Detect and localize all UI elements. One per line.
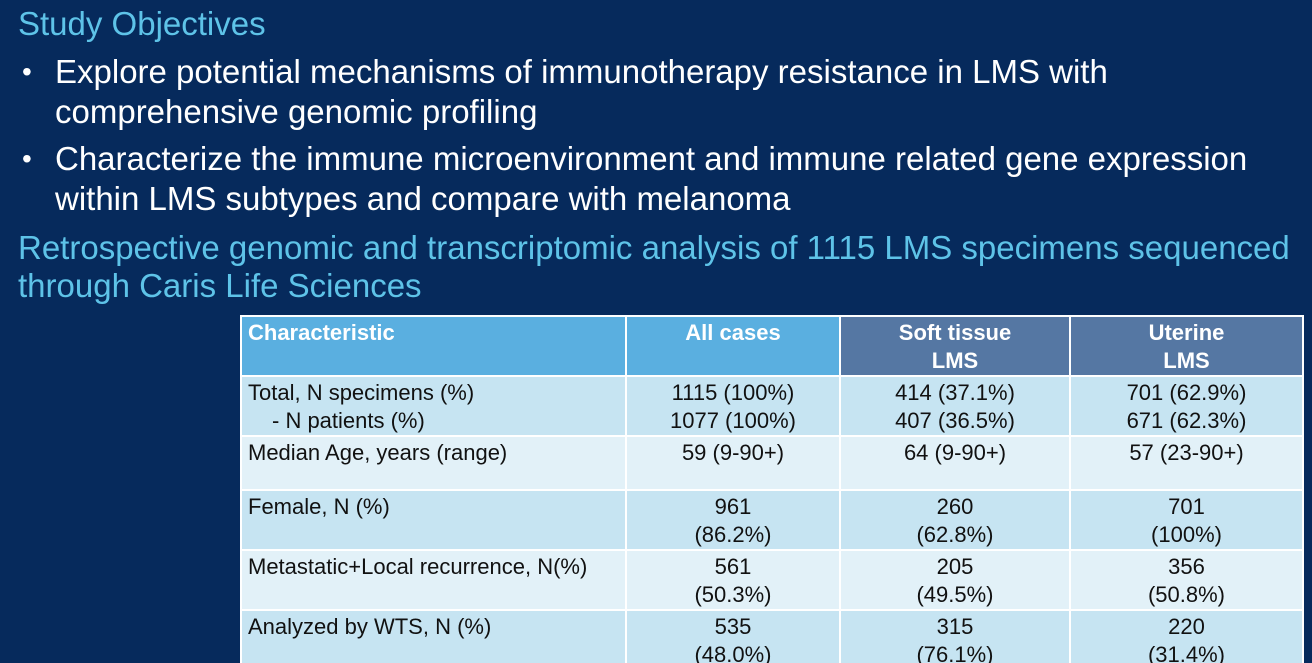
column-header-uterine: Uterine LMS — [1069, 315, 1304, 377]
cell-text: 315 — [936, 614, 974, 639]
row-label-text: Metastatic+Local recurrence, N(%) — [248, 554, 588, 579]
cell-soft-tissue: 260 (62.8%) — [839, 489, 1071, 551]
cell-text: 57 (23-90+) — [1129, 440, 1244, 465]
objective-text: Explore potential mechanisms of immunoth… — [55, 53, 1108, 90]
objective-text: Characterize the immune microenvironment… — [55, 140, 1248, 177]
table-row: Metastatic+Local recurrence, N(%) 561 (5… — [240, 549, 1304, 611]
cell-text: 59 (9-90+) — [681, 440, 785, 465]
cell-uterine: 701 (62.9%) 671 (62.3%) — [1069, 375, 1304, 437]
header-text: Characteristic — [248, 320, 395, 345]
bullet-icon: • — [22, 56, 32, 87]
cell-uterine: 57 (23-90+) — [1069, 435, 1304, 491]
cell-text: 671 (62.3%) — [1126, 408, 1247, 433]
cell-text: 205 — [936, 554, 974, 579]
column-header-characteristic: Characteristic — [240, 315, 627, 377]
bullet-icon: • — [22, 143, 32, 174]
row-label-text: Median Age, years (range) — [248, 440, 508, 465]
column-header-soft-tissue: Soft tissue LMS — [839, 315, 1071, 377]
cell-uterine: 356 (50.8%) — [1069, 549, 1304, 611]
study-objectives-heading: Study Objectives — [18, 5, 266, 42]
header-text: Uterine — [1148, 320, 1225, 345]
cell-text: (86.2%) — [694, 522, 772, 547]
objective-item: • Explore potential mechanisms of immuno… — [18, 52, 1312, 132]
row-label: Total, N specimens (%) - N patients (%) — [240, 375, 627, 437]
header-text: LMS — [931, 348, 979, 373]
cell-text: 64 (9-90+) — [903, 440, 1007, 465]
cell-text: 701 — [1168, 494, 1205, 519]
table-row: Female, N (%) 961 (86.2%) 260 (62.8%) 70… — [240, 489, 1304, 551]
cell-text: 961 — [714, 494, 752, 519]
row-label: Analyzed by WTS, N (%) — [240, 609, 627, 663]
objectives-list: • Explore potential mechanisms of immuno… — [18, 52, 1312, 226]
row-label-text: Total, N specimens (%) — [248, 380, 475, 405]
row-label: Metastatic+Local recurrence, N(%) — [240, 549, 627, 611]
cell-text: 1077 (100%) — [670, 408, 796, 433]
cell-text: (76.1%) — [916, 642, 994, 663]
cell-text: 535 — [714, 614, 752, 639]
row-label-text: - N patients (%) — [272, 408, 425, 433]
objective-text: comprehensive genomic profiling — [55, 93, 538, 130]
cell-text: (31.4%) — [1147, 642, 1226, 663]
row-label-text: Analyzed by WTS, N (%) — [248, 614, 492, 639]
cell-all-cases: 59 (9-90+) — [625, 435, 841, 491]
table-row: Analyzed by WTS, N (%) 535 (48.0%) 315 (… — [240, 609, 1304, 663]
cell-soft-tissue: 205 (49.5%) — [839, 549, 1071, 611]
analysis-heading: Retrospective genomic and transcriptomic… — [18, 229, 1290, 305]
objective-text: within LMS subtypes and compare with mel… — [55, 180, 791, 217]
analysis-heading-line: through Caris Life Sciences — [18, 267, 422, 304]
cell-text: (100%) — [1151, 522, 1222, 547]
analysis-heading-line: Retrospective genomic and transcriptomic… — [18, 229, 1290, 266]
cell-uterine: 220 (31.4%) — [1069, 609, 1304, 663]
cell-text: (50.3%) — [694, 582, 772, 607]
table-row: Median Age, years (range) 59 (9-90+) 64 … — [240, 435, 1304, 491]
cell-text: (49.5%) — [916, 582, 994, 607]
cell-text: (50.8%) — [1147, 582, 1226, 607]
cell-all-cases: 535 (48.0%) — [625, 609, 841, 663]
header-text: Soft tissue — [898, 320, 1012, 345]
cell-text: 356 — [1168, 554, 1205, 579]
row-label: Median Age, years (range) — [240, 435, 627, 491]
row-label: Female, N (%) — [240, 489, 627, 551]
cell-all-cases: 961 (86.2%) — [625, 489, 841, 551]
cell-all-cases: 561 (50.3%) — [625, 549, 841, 611]
cell-text: 561 — [714, 554, 752, 579]
column-header-all-cases: All cases — [625, 315, 841, 377]
header-text: All cases — [685, 320, 781, 345]
cell-text: 220 — [1168, 614, 1205, 639]
cell-text: (48.0%) — [694, 642, 772, 663]
cell-text: 701 (62.9%) — [1126, 380, 1247, 405]
cell-text: (62.8%) — [916, 522, 994, 547]
table-header-row: Characteristic All cases Soft tissue LMS… — [240, 315, 1304, 377]
header-text: LMS — [1163, 348, 1210, 373]
characteristics-table: Characteristic All cases Soft tissue LMS… — [240, 315, 1304, 663]
cell-text: 414 (37.1%) — [895, 380, 1015, 405]
cell-all-cases: 1115 (100%) 1077 (100%) — [625, 375, 841, 437]
objective-item: • Characterize the immune microenvironme… — [18, 139, 1312, 219]
cell-soft-tissue: 414 (37.1%) 407 (36.5%) — [839, 375, 1071, 437]
cell-soft-tissue: 315 (76.1%) — [839, 609, 1071, 663]
cell-text: 1115 (100%) — [671, 380, 795, 405]
cell-text: 260 — [936, 494, 974, 519]
cell-text: 407 (36.5%) — [895, 408, 1015, 433]
row-label-text: Female, N (%) — [248, 494, 390, 519]
cell-uterine: 701 (100%) — [1069, 489, 1304, 551]
cell-soft-tissue: 64 (9-90+) — [839, 435, 1071, 491]
table-row: Total, N specimens (%) - N patients (%) … — [240, 375, 1304, 437]
